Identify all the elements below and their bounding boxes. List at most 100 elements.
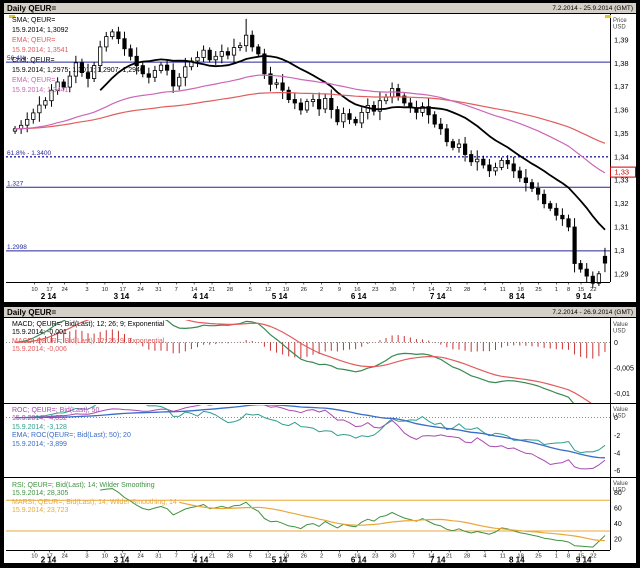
svg-text:4 14: 4 14 [193,556,209,564]
svg-text:1: 1 [555,554,558,560]
svg-text:-0,005: -0,005 [614,365,634,372]
indicator-window-titlebar[interactable]: Daily QEUR= 7.2.2014 - 26.9.2014 (GMT) [4,307,636,318]
svg-text:10: 10 [102,287,108,293]
price-window-daterange: 7.2.2014 - 25.9.2014 (GMT) [552,4,633,12]
svg-text:2: 2 [320,287,323,293]
svg-text:16: 16 [354,287,360,293]
svg-text:1,37: 1,37 [614,82,629,91]
svg-text:12: 12 [265,287,271,293]
svg-text:6 14: 6 14 [351,556,367,564]
svg-text:14: 14 [428,287,435,293]
svg-text:61.8% - 1.3400: 61.8% - 1.3400 [7,150,51,157]
svg-text:9 14: 9 14 [576,556,592,564]
svg-text:17: 17 [46,554,52,560]
svg-text:14: 14 [191,554,198,560]
svg-text:14: 14 [428,554,435,560]
svg-text:30: 30 [390,287,396,293]
svg-text:9: 9 [338,554,341,560]
svg-text:15: 15 [578,287,584,293]
svg-text:11: 11 [500,554,506,560]
svg-text:-2: -2 [614,433,620,440]
svg-text:4: 4 [483,287,487,293]
svg-text:24: 24 [137,554,144,560]
svg-text:3 14: 3 14 [114,556,130,564]
svg-text:20: 20 [614,536,622,543]
svg-text:2 14: 2 14 [41,556,57,564]
svg-text:8 14: 8 14 [509,556,525,564]
svg-text:0: 0 [614,415,618,422]
svg-text:9: 9 [338,287,341,293]
svg-text:18: 18 [517,287,523,293]
indicator-window-daterange: 7.2.2014 - 26.9.2014 (GMT) [552,308,633,316]
svg-text:7: 7 [412,287,415,293]
svg-text:10: 10 [31,287,37,293]
svg-text:7: 7 [175,287,178,293]
svg-text:22: 22 [590,554,596,560]
svg-text:8 14: 8 14 [509,292,525,301]
svg-text:24: 24 [61,554,68,560]
price-window-titlebar[interactable]: Daily QEUR= 7.2.2014 - 25.9.2014 (GMT) [4,3,636,14]
svg-text:6 14: 6 14 [351,292,367,301]
svg-text:1,34: 1,34 [614,152,629,161]
svg-text:18: 18 [517,554,523,560]
svg-text:15: 15 [578,554,584,560]
accent-marker-left [9,15,15,18]
svg-text:23: 23 [372,554,378,560]
svg-text:2 14: 2 14 [41,292,57,301]
svg-text:17: 17 [120,554,126,560]
svg-text:17: 17 [120,287,126,293]
svg-text:USD: USD [613,329,626,335]
svg-text:7 14: 7 14 [430,292,446,301]
price-chart-window: Daily QEUR= 7.2.2014 - 25.9.2014 (GMT) 5… [3,2,637,303]
svg-text:1,33: 1,33 [615,168,630,177]
svg-text:5 14: 5 14 [272,292,288,301]
svg-text:USD: USD [613,25,626,31]
svg-text:1.327: 1.327 [7,180,24,187]
svg-text:1,31: 1,31 [614,223,629,232]
svg-text:21: 21 [209,287,215,293]
svg-text:-4: -4 [614,450,620,457]
svg-text:2: 2 [320,554,323,560]
svg-text:22: 22 [590,287,596,293]
svg-text:12: 12 [265,554,271,560]
svg-text:1: 1 [555,287,558,293]
svg-text:23: 23 [372,287,378,293]
svg-text:10: 10 [102,554,108,560]
svg-text:USD: USD [613,488,626,494]
svg-text:56.4%: 56.4% [7,55,26,62]
accent-marker-right [605,15,611,18]
svg-text:Price: Price [613,18,627,24]
svg-text:7 14: 7 14 [430,556,446,564]
svg-text:Value: Value [613,481,629,487]
svg-text:USD: USD [613,414,626,420]
indicator-window-title: Daily QEUR= [7,307,57,317]
svg-text:28: 28 [464,287,470,293]
svg-text:10: 10 [31,554,37,560]
svg-text:1,29: 1,29 [614,269,629,278]
svg-text:14: 14 [191,287,198,293]
price-chart[interactable]: 56.4% 61.8% - 1.3400 1.327 1.2998 1,3 9 1,38 1,… [4,14,636,302]
svg-text:5: 5 [249,554,252,560]
svg-text:0: 0 [614,340,618,347]
svg-text:1.2998: 1.2998 [7,244,27,251]
svg-text:21: 21 [446,554,452,560]
svg-text:-0,01: -0,01 [614,391,630,398]
svg-text:1,32: 1,32 [614,199,629,208]
svg-text:24: 24 [61,287,68,293]
indicator-charts[interactable]: 0-0,005-0,01ValueUSD0-2-4-6ValueUSD80604… [4,318,636,563]
svg-text:Value: Value [613,322,629,328]
svg-text:26: 26 [301,554,307,560]
svg-text:5 14: 5 14 [272,556,288,564]
svg-text:16: 16 [354,554,360,560]
svg-text:11: 11 [500,287,506,293]
svg-text:1,38: 1,38 [614,59,629,68]
svg-text:28: 28 [227,554,233,560]
svg-text:7: 7 [412,554,415,560]
svg-text:8: 8 [567,287,570,293]
svg-text:-6: -6 [614,468,620,475]
svg-text:25: 25 [535,287,541,293]
svg-text:26: 26 [301,287,307,293]
svg-text:19: 19 [283,287,289,293]
svg-text:17: 17 [46,287,52,293]
svg-text:1,3: 1,3 [614,246,624,255]
